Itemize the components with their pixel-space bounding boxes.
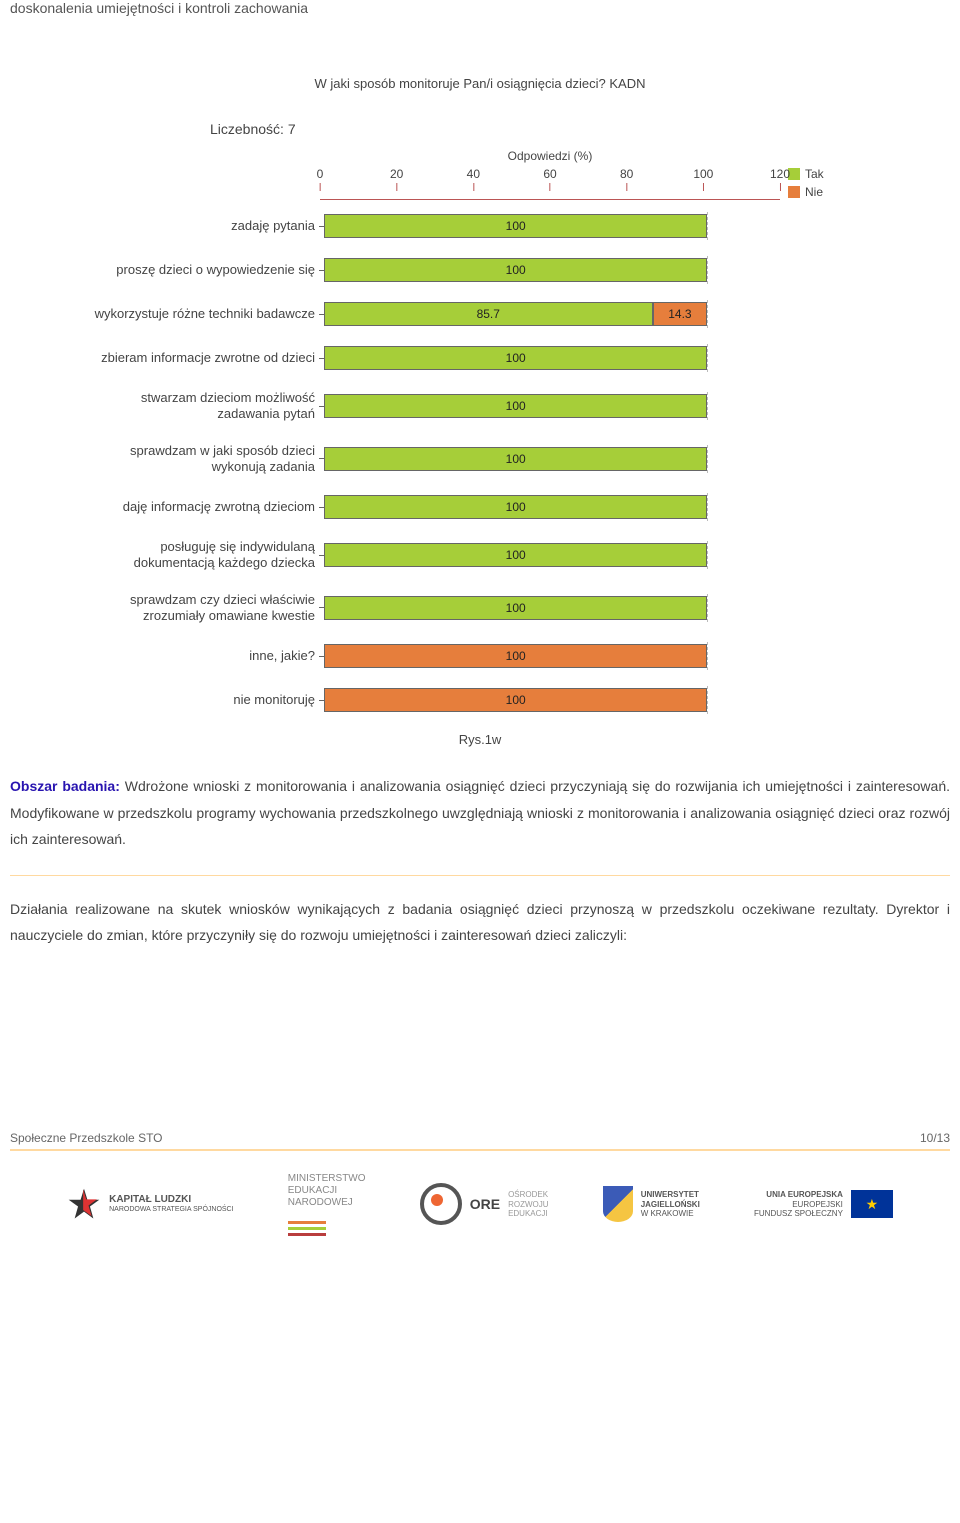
- paragraph-2: Działania realizowane na skutek wniosków…: [10, 896, 950, 949]
- bar-segment: 100: [324, 543, 707, 567]
- page-footer: Społeczne Przedszkole STO 10/13: [10, 1131, 950, 1151]
- bar-segment: 100: [324, 688, 707, 712]
- legend-item: Tak: [788, 167, 824, 181]
- bar-segment: 85.7: [324, 302, 653, 326]
- bar-category-label: stwarzam dzieciom możliwość zadawania py…: [90, 390, 319, 423]
- footer-right: 10/13: [920, 1131, 950, 1145]
- tick: 40: [467, 167, 480, 191]
- bar-row: sprawdzam czy dzieci właściwie zrozumiał…: [90, 592, 870, 625]
- paragraph-1: Obszar badania: Wdrożone wnioski z monit…: [10, 773, 950, 853]
- tick: 120: [770, 167, 790, 191]
- shield-icon: [603, 1186, 633, 1222]
- area-label: Obszar badania:: [10, 778, 120, 794]
- stripes-icon: [288, 1221, 326, 1236]
- bar-row: zadaję pytania 100: [90, 214, 870, 238]
- star-icon: [67, 1187, 101, 1221]
- bar-category-label: wykorzystuje różne techniki badawcze: [90, 306, 319, 322]
- bar-track: 100: [324, 447, 784, 471]
- bar-track: 100: [324, 258, 784, 282]
- divider: [10, 875, 950, 876]
- bar-track: 100: [324, 394, 784, 418]
- bar-segment: 14.3: [653, 302, 708, 326]
- tick: 60: [543, 167, 556, 191]
- bar-row: stwarzam dzieciom możliwość zadawania py…: [90, 390, 870, 423]
- bar-category-label: sprawdzam czy dzieci właściwie zrozumiał…: [90, 592, 319, 625]
- bar-track: 100: [324, 596, 784, 620]
- chart-title: W jaki sposób monitoruje Pan/i osiągnięc…: [90, 76, 870, 91]
- tick: 80: [620, 167, 633, 191]
- bar-track: 100: [324, 346, 784, 370]
- bar-track: 100: [324, 644, 784, 668]
- bar-track: 100: [324, 214, 784, 238]
- bar-row: zbieram informacje zwrotne od dzieci 100: [90, 346, 870, 370]
- bar-track: 100: [324, 688, 784, 712]
- paragraph-1-rest: Wdrożone wnioski z monitorowania i anali…: [10, 778, 950, 847]
- logo-men: MINISTERSTWOEDUKACJINARODOWEJ: [288, 1173, 366, 1236]
- bar-category-label: inne, jakie?: [90, 648, 319, 664]
- bar-row: nie monitoruję 100: [90, 688, 870, 712]
- bar-category-label: zadaję pytania: [90, 218, 319, 234]
- logo-uj: UNIWERSYTETJAGIELLOŃSKIW KRAKOWIE: [603, 1186, 700, 1222]
- header-fragment: doskonalenia umiejętności i kontroli zac…: [10, 0, 950, 16]
- logo-eu: UNIA EUROPEJSKAEUROPEJSKIFUNDUSZ SPOŁECZ…: [754, 1190, 893, 1219]
- bar-row: proszę dzieci o wypowiedzenie się 100: [90, 258, 870, 282]
- bar-track: 100: [324, 495, 784, 519]
- logo-kapital-ludzki: KAPITAŁ LUDZKI NARODOWA STRATEGIA SPÓJNO…: [67, 1187, 233, 1221]
- bar-segment: 100: [324, 258, 707, 282]
- bar-row: daję informację zwrotną dzieciom 100: [90, 495, 870, 519]
- bar-row: inne, jakie? 100: [90, 644, 870, 668]
- legend-item: Nie: [788, 185, 824, 199]
- x-axis: 0 20 40 60 80 100 120 Tak Nie: [90, 167, 870, 199]
- bar-category-label: zbieram informacje zwrotne od dzieci: [90, 350, 319, 366]
- chart-subtitle: Liczebność: 7: [210, 121, 870, 137]
- tick: 100: [693, 167, 713, 191]
- bar-row: sprawdzam w jaki sposób dzieci wykonują …: [90, 443, 870, 476]
- bar-category-label: sprawdzam w jaki sposób dzieci wykonują …: [90, 443, 319, 476]
- footer-left: Społeczne Przedszkole STO: [10, 1131, 163, 1145]
- bar-category-label: nie monitoruję: [90, 692, 319, 708]
- axis-title: Odpowiedzi (%): [320, 149, 780, 163]
- bar-segment: 100: [324, 495, 707, 519]
- bar-category-label: posługuję się indywidulaną dokumentacją …: [90, 539, 319, 572]
- logos-row: KAPITAŁ LUDZKI NARODOWA STRATEGIA SPÓJNO…: [10, 1167, 950, 1254]
- logo-ore: ORE OŚRODEKROZWOJUEDUKACJI: [420, 1183, 549, 1225]
- ore-icon: [420, 1183, 462, 1225]
- chart: W jaki sposób monitoruje Pan/i osiągnięc…: [90, 76, 870, 712]
- bar-segment: 100: [324, 394, 707, 418]
- bar-track: 85.714.3: [324, 302, 784, 326]
- bar-segment: 100: [324, 346, 707, 370]
- bar-row: posługuję się indywidulaną dokumentacją …: [90, 539, 870, 572]
- bar-segment: 100: [324, 214, 707, 238]
- bar-segment: 100: [324, 596, 707, 620]
- bar-row: wykorzystuje różne techniki badawcze 85.7…: [90, 302, 870, 326]
- tick: 0: [317, 167, 324, 191]
- bar-category-label: daję informację zwrotną dzieciom: [90, 499, 319, 515]
- bar-track: 100: [324, 543, 784, 567]
- figure-caption: Rys.1w: [10, 732, 950, 747]
- bar-segment: 100: [324, 447, 707, 471]
- bar-segment: 100: [324, 644, 707, 668]
- legend: Tak Nie: [788, 167, 824, 199]
- eu-flag-icon: ★: [851, 1190, 893, 1218]
- tick: 20: [390, 167, 403, 191]
- bar-category-label: proszę dzieci o wypowiedzenie się: [90, 262, 319, 278]
